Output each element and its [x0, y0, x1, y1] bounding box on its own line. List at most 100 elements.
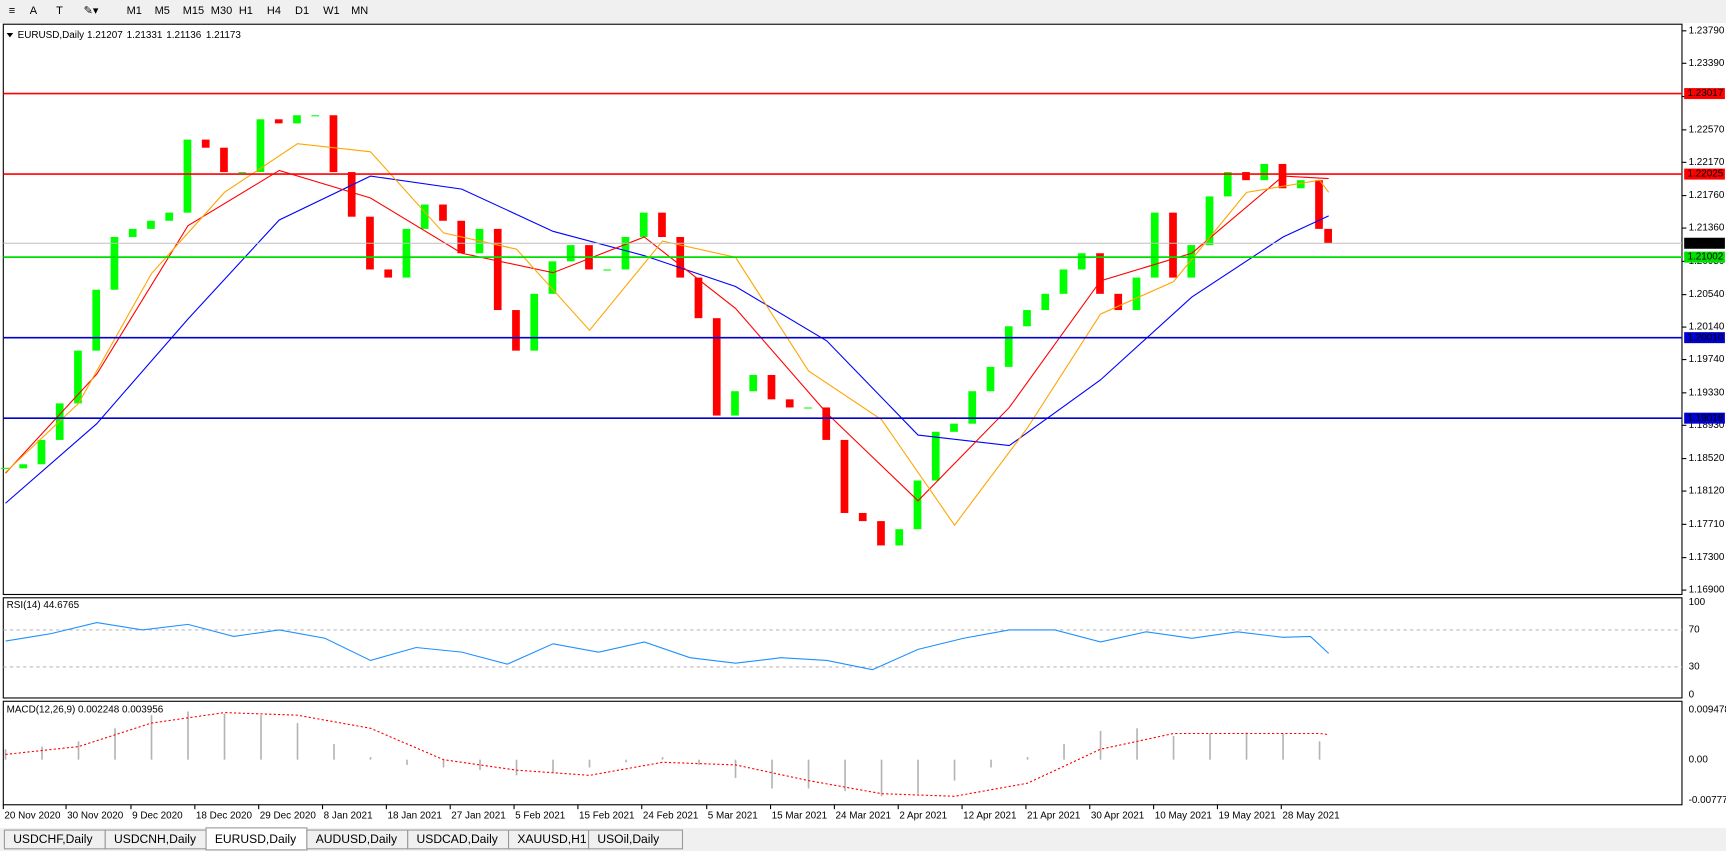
x-tick-label: 12 Apr 2021: [963, 810, 1017, 821]
price-tag: [1684, 237, 1725, 249]
candle: [968, 391, 977, 424]
candle: [165, 212, 174, 221]
y-tick-label: 1.23390: [1689, 58, 1725, 69]
rsi-panel: [2, 597, 1683, 699]
candle: [1096, 253, 1104, 294]
tab-label[interactable]: USDCAD,Daily: [417, 832, 499, 846]
candle: [877, 521, 885, 546]
y-tick-label: 30: [1689, 662, 1701, 673]
y-tick-label: -0.007778: [1689, 795, 1726, 806]
x-tick-label: 2 Apr 2021: [899, 810, 947, 821]
x-tick-label: 15 Feb 2021: [579, 810, 635, 821]
level-label: 1.19018: [1687, 413, 1723, 424]
candle: [694, 277, 703, 319]
x-tick-label: 10 May 2021: [1155, 810, 1213, 821]
y-tick-label: 1.20540: [1689, 289, 1725, 300]
candle: [402, 228, 411, 278]
y-tick-label: 1.18120: [1689, 486, 1725, 497]
tab-label[interactable]: EURUSD,Daily: [215, 832, 297, 846]
candle: [1114, 293, 1123, 311]
level-label: 1.23017: [1687, 88, 1723, 99]
tab[interactable]: [588, 829, 684, 850]
candle: [311, 115, 320, 117]
period-button[interactable]: M1: [127, 5, 142, 17]
moving-average: [5, 143, 1330, 527]
candle: [1187, 245, 1196, 278]
tool-icon[interactable]: ≡: [9, 5, 15, 17]
period-button[interactable]: M15: [183, 5, 204, 17]
tab-label[interactable]: XAUUSD,H1: [517, 832, 586, 846]
candle: [420, 204, 429, 229]
period-button[interactable]: MN: [351, 5, 368, 17]
tab-label[interactable]: AUDUSD,Daily: [316, 832, 398, 846]
candle: [92, 289, 101, 351]
toolbar-group: ≡ A T ✎▾ M1 M5 M15 M30 H1 H4 D1 W1 MN: [9, 5, 368, 17]
y-tick-label: 70: [1689, 625, 1701, 636]
period-button[interactable]: W1: [323, 5, 339, 17]
candle: [37, 439, 46, 465]
tool-icon[interactable]: A: [30, 5, 38, 17]
level-label: 1.21002: [1687, 252, 1723, 263]
candle: [384, 269, 393, 278]
period-button[interactable]: H4: [267, 5, 281, 17]
x-tick-label: 30 Apr 2021: [1091, 810, 1145, 821]
candle: [293, 115, 301, 124]
level-label: 1.20010: [1687, 332, 1723, 343]
x-tick-label: 5 Feb 2021: [515, 810, 566, 821]
symbol: EURUSD,Daily: [18, 30, 85, 41]
ohlc-value: 1.21331: [127, 30, 163, 41]
candle: [512, 310, 520, 351]
tab-label[interactable]: USDCHF,Daily: [13, 832, 93, 846]
candle: [804, 407, 812, 409]
x-tick-label: 19 May 2021: [1219, 810, 1277, 821]
rsi-title: RSI(14) 44.6765: [7, 600, 80, 611]
candle: [128, 228, 137, 237]
tab-label[interactable]: USDCNH,Daily: [114, 832, 197, 846]
y-tick-label: 1.18930: [1689, 420, 1725, 431]
candle: [1205, 196, 1214, 246]
tool-icon[interactable]: ✎▾: [84, 5, 99, 17]
level-tag: [1684, 251, 1725, 263]
candle: [840, 439, 849, 513]
candle: [767, 374, 776, 400]
y-tick-label: 1.17710: [1689, 519, 1725, 530]
period-button[interactable]: M5: [155, 5, 170, 17]
tool-icon[interactable]: T: [56, 5, 63, 17]
candle: [858, 512, 867, 522]
candle: [1242, 172, 1250, 181]
candle: [19, 464, 28, 469]
candle: [347, 172, 356, 217]
toolbar: [0, 0, 1726, 24]
level-tag: [1684, 332, 1725, 344]
current-price: 1.21173: [1687, 238, 1723, 249]
x-tick-label: 30 Nov 2020: [67, 810, 124, 821]
y-tick-label: 0.00: [1689, 754, 1709, 765]
candle: [147, 220, 155, 229]
candle: [220, 147, 228, 173]
y-tick-label: 1.17300: [1689, 552, 1725, 563]
x-tick-label: 20 Nov 2020: [4, 810, 61, 821]
rsi-line: [5, 621, 1330, 671]
collapse-icon[interactable]: [6, 33, 14, 38]
level-tag: [1684, 168, 1725, 180]
x-tick-label: 28 May 2021: [1282, 810, 1340, 821]
candle: [530, 293, 539, 351]
ohlc-value: 1.21173: [206, 30, 242, 41]
candle: [548, 261, 557, 294]
level-tag: [1684, 412, 1725, 424]
candle: [639, 212, 648, 237]
candle: [256, 119, 265, 173]
period-button[interactable]: H1: [239, 5, 253, 17]
candle: [493, 228, 502, 311]
candle: [785, 399, 794, 408]
period-button[interactable]: M30: [211, 5, 232, 17]
y-tick-label: 0.009478: [1689, 705, 1726, 716]
candle: [183, 139, 192, 213]
macd-title: MACD(12,26,9) 0.002248 0.003956: [7, 705, 164, 716]
candle: [1260, 163, 1269, 181]
tab-label[interactable]: USOil,Daily: [597, 832, 660, 846]
period-button[interactable]: D1: [295, 5, 309, 17]
candle: [1150, 212, 1159, 278]
candle: [731, 391, 739, 416]
